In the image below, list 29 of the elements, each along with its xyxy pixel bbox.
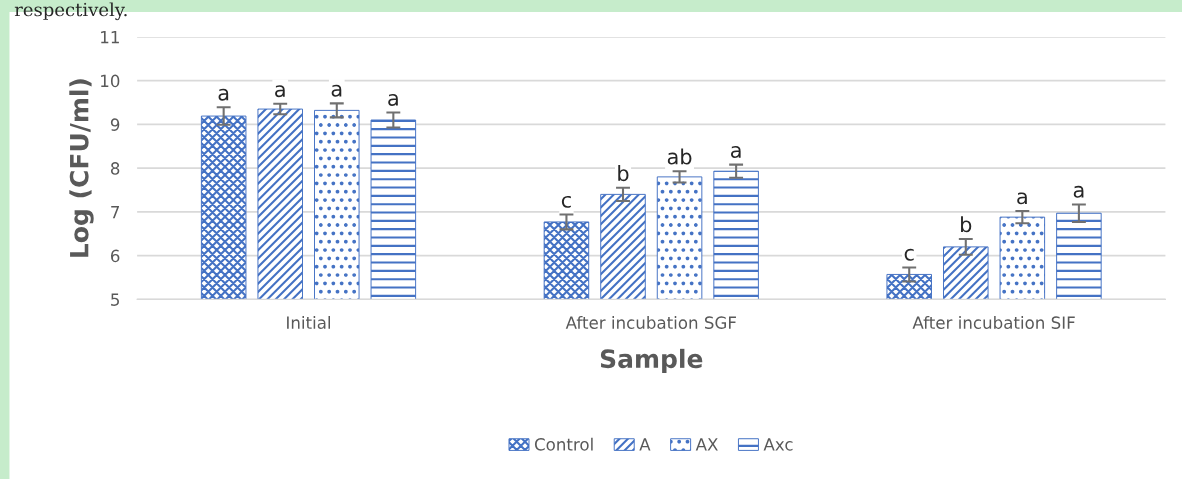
y-tick-label: 11 xyxy=(101,31,119,44)
data-label: c xyxy=(561,195,571,208)
legend-label: Control xyxy=(534,437,593,451)
x-axis-title: Sample xyxy=(600,348,703,374)
data-label: a xyxy=(388,93,398,106)
y-tick-label: 5 xyxy=(111,293,119,306)
data-label: a xyxy=(1073,185,1084,198)
y-tick-label: 9 xyxy=(110,118,120,131)
data-label: a xyxy=(275,85,285,98)
text: respectively. xyxy=(14,2,127,21)
data-label: a xyxy=(331,84,342,97)
data-label: c xyxy=(904,248,914,261)
data-label: a xyxy=(218,88,229,101)
y-axis-title: Log (CFU/ml) xyxy=(69,79,94,257)
data-label: a xyxy=(1017,192,1027,205)
legend-label: AX xyxy=(695,438,718,451)
legend-label: Axc xyxy=(763,438,793,451)
legend-label: A xyxy=(639,438,651,451)
y-tick-label: 7 xyxy=(111,206,120,219)
data-label: b xyxy=(961,216,972,233)
y-tick-label: 8 xyxy=(110,162,120,175)
x-tick-label: Initial xyxy=(287,316,330,329)
data-label: ab xyxy=(667,148,692,165)
y-tick-label: 10 xyxy=(101,74,120,88)
data-label: b xyxy=(618,165,629,182)
x-tick-label: After incubation SGF xyxy=(565,316,736,329)
x-tick-label: After incubation SIF xyxy=(912,316,1075,329)
y-tick-label: 6 xyxy=(111,249,120,263)
data-label: a xyxy=(730,146,741,158)
